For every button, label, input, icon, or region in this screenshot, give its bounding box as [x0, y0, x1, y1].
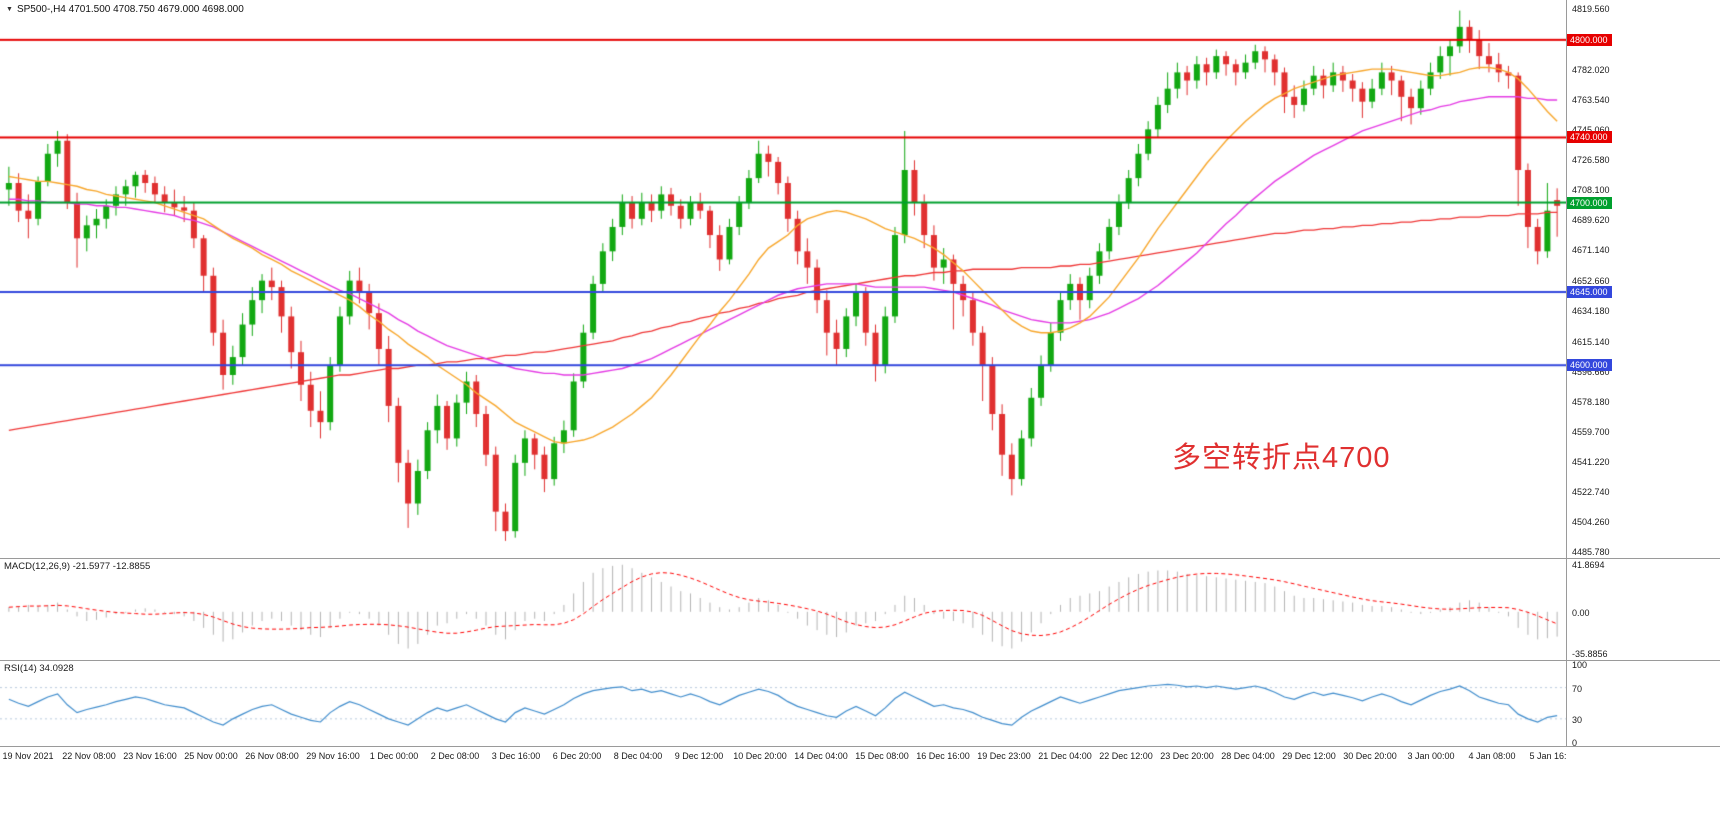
rsi-panel-canvas[interactable] — [0, 661, 1566, 747]
time-axis-label: 14 Dec 04:00 — [794, 751, 848, 761]
price-axis-label: 4726.580 — [1572, 155, 1610, 166]
time-axis-label: 22 Dec 12:00 — [1099, 751, 1153, 761]
main-chart-canvas[interactable] — [0, 0, 1566, 558]
price-axis-label: 4763.540 — [1572, 95, 1610, 106]
price-level-badge: 4645.000 — [1567, 286, 1612, 298]
time-axis-label: 23 Nov 16:00 — [123, 751, 177, 761]
price-axis-divider — [1566, 0, 1567, 747]
price-level-badge: 4800.000 — [1567, 33, 1612, 46]
time-axis-label: 29 Dec 12:00 — [1282, 751, 1336, 761]
rsi-axis-label: 70 — [1572, 683, 1583, 694]
time-axis-label: 19 Dec 23:00 — [977, 751, 1031, 761]
rsi-axis-label: 0 — [1572, 738, 1578, 747]
macd-panel-divider[interactable] — [0, 558, 1720, 559]
rsi-panel-divider[interactable] — [0, 660, 1720, 661]
time-axis-label: 15 Dec 08:00 — [855, 751, 909, 761]
time-axis-label: 19 Nov 2021 — [2, 751, 54, 761]
price-axis-label: 4596.660 — [1572, 366, 1610, 377]
rsi-axis-label: 100 — [1572, 660, 1588, 671]
symbol-dropdown-icon: ▼ — [6, 6, 13, 13]
time-axis-label: 26 Nov 08:00 — [245, 751, 299, 761]
time-axis-label: 10 Dec 20:00 — [733, 751, 787, 761]
time-axis-label: 25 Nov 00:00 — [184, 751, 238, 761]
rsi-indicator-label: RSI(14) 34.0928 — [4, 663, 74, 674]
price-axis-label: 4819.560 — [1572, 4, 1610, 15]
price-axis-label: 4578.180 — [1572, 396, 1610, 407]
price-axis-label: 4671.140 — [1572, 245, 1610, 256]
macd-axis-label: 0.00 — [1572, 607, 1590, 618]
macd-indicator-label: MACD(12,26,9) -21.5977 -12.8855 — [4, 561, 151, 572]
price-axis-label: 4689.620 — [1572, 215, 1610, 226]
time-axis-label: 3 Jan 00:00 — [1407, 751, 1455, 761]
macd-axis-label: -35.8856 — [1572, 648, 1608, 659]
price-axis-label: 4522.740 — [1572, 486, 1610, 497]
time-axis-label: 29 Nov 16:00 — [306, 751, 360, 761]
price-axis-label: 4652.660 — [1572, 275, 1610, 286]
time-axis-label: 30 Dec 20:00 — [1343, 751, 1397, 761]
price-axis-label: 4504.260 — [1572, 516, 1610, 527]
time-axis-label: 6 Dec 20:00 — [552, 751, 602, 761]
price-axis-label: 4615.140 — [1572, 336, 1610, 347]
time-axis[interactable]: 19 Nov 2021 22 Nov 08:00 23 Nov 16:00 25 No… — [0, 747, 1566, 767]
price-level-badge: 4600.000 — [1567, 359, 1612, 372]
time-axis-label: 23 Dec 20:00 — [1160, 751, 1214, 761]
price-axis-label: 4541.220 — [1572, 456, 1610, 467]
time-axis-label: 1 Dec 00:00 — [369, 751, 419, 761]
price-axis-label: 4634.180 — [1572, 305, 1610, 316]
symbol-info-bar: ▼ SP500-,H4 4701.500 4708.750 4679.000 46… — [6, 4, 244, 15]
price-axis[interactable]: 4819.560 4782.020 4763.540 4745.060 4726.580… — [1567, 0, 1720, 747]
price-axis-label: 4745.060 — [1572, 125, 1610, 136]
price-axis-label: 4559.700 — [1572, 426, 1610, 437]
time-axis-label: 9 Dec 12:00 — [674, 751, 724, 761]
chart-annotation-text[interactable]: 多空转折点4700 — [1172, 442, 1391, 474]
price-level-badge: 4740.000 — [1567, 131, 1612, 144]
rsi-axis-label: 30 — [1572, 714, 1583, 725]
time-axis-label: 8 Dec 04:00 — [613, 751, 663, 761]
time-axis-divider — [0, 746, 1720, 747]
price-axis-label: 4708.100 — [1572, 185, 1610, 196]
time-axis-label: 16 Dec 16:00 — [916, 751, 970, 761]
time-axis-label: 4 Jan 08:00 — [1468, 751, 1516, 761]
symbol-ohlc-text: SP500-,H4 4701.500 4708.750 4679.000 469… — [16, 4, 244, 15]
time-axis-label: 21 Dec 04:00 — [1038, 751, 1092, 761]
time-axis-label: 28 Dec 04:00 — [1221, 751, 1275, 761]
macd-axis-label: 41.8694 — [1572, 559, 1605, 570]
time-axis-label: 22 Nov 08:00 — [62, 751, 116, 761]
macd-panel-canvas[interactable] — [0, 559, 1566, 660]
time-axis-label: 3 Dec 16:00 — [491, 751, 541, 761]
price-level-badge: 4700.000 — [1567, 196, 1612, 209]
price-axis-label: 4782.020 — [1572, 65, 1610, 76]
time-axis-label: 2 Dec 08:00 — [430, 751, 480, 761]
time-axis-label: 5 Jan 16:00 — [1529, 751, 1566, 761]
price-axis-label: 4485.780 — [1572, 547, 1610, 558]
